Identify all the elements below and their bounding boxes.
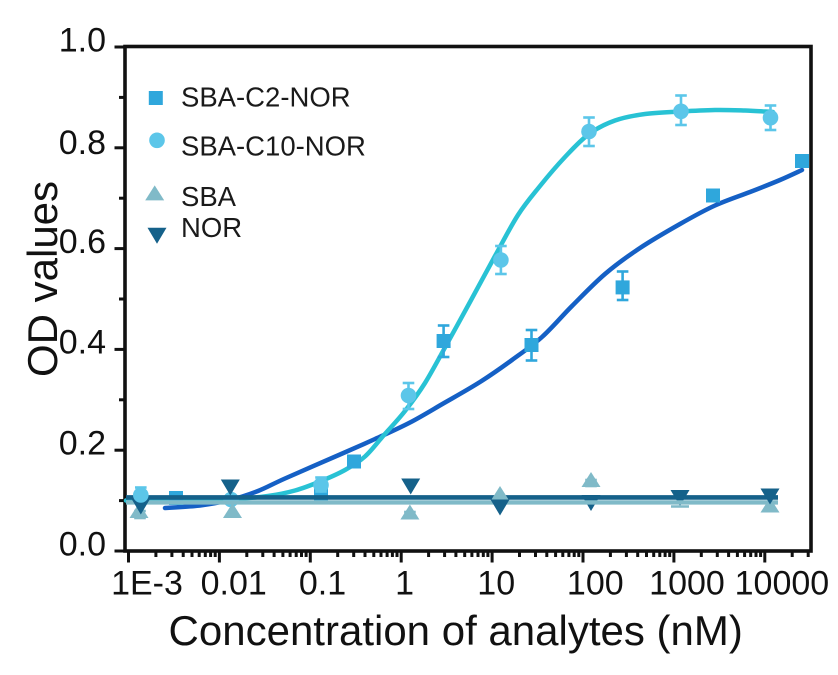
svg-text:SBA-C10-NOR: SBA-C10-NOR	[181, 131, 366, 162]
svg-text:0.4: 0.4	[59, 324, 106, 362]
svg-text:0.01: 0.01	[201, 565, 267, 603]
svg-text:0.8: 0.8	[59, 124, 106, 162]
svg-text:100: 100	[567, 565, 624, 603]
svg-text:0.1: 0.1	[299, 565, 346, 603]
svg-text:1: 1	[395, 565, 414, 603]
svg-text:SBA-C2-NOR: SBA-C2-NOR	[181, 82, 351, 113]
svg-text:1E-3: 1E-3	[111, 565, 183, 603]
svg-text:OD values: OD values	[19, 181, 66, 377]
svg-text:1000: 1000	[649, 565, 725, 603]
svg-text:Concentration of analytes (nM): Concentration of analytes (nM)	[169, 607, 743, 654]
svg-text:SBA: SBA	[181, 181, 237, 212]
svg-text:NOR: NOR	[181, 212, 242, 243]
svg-text:10000: 10000	[735, 565, 830, 603]
svg-text:0.2: 0.2	[59, 425, 106, 463]
svg-text:1.0: 1.0	[59, 22, 106, 60]
svg-text:0.0: 0.0	[59, 525, 106, 563]
svg-text:10: 10	[477, 565, 515, 603]
svg-text:0.6: 0.6	[59, 223, 106, 261]
